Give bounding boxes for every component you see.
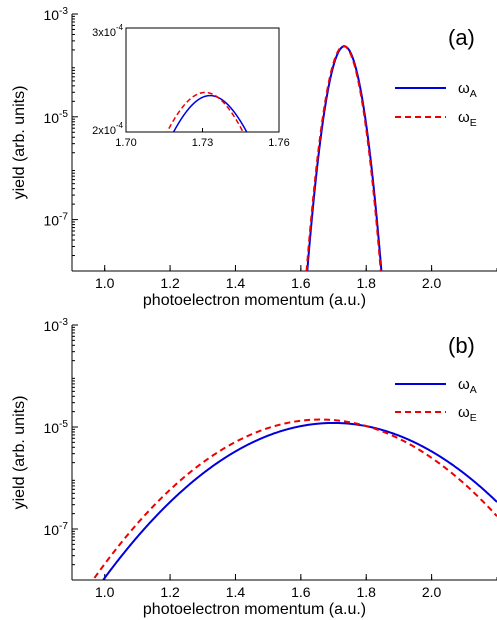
chart-panel-a: 1.0 1.2 1.4 1.6 1.8 2.0 10-3 10-5 10-7 photoelect…	[11, 6, 497, 309]
inset-series-line-e	[166, 91, 244, 132]
x-tick-label: 2.0	[422, 275, 442, 291]
y-tick-label: 10-7	[43, 212, 68, 229]
x-tick-label: 1.2	[160, 584, 180, 600]
series-line-e	[91, 418, 497, 580]
y-tick-label: 10-3	[43, 6, 68, 23]
legend-label-a: ωA	[458, 80, 477, 100]
inset-frame	[125, 27, 280, 133]
y-axis-label: yield (arb. units)	[11, 396, 28, 510]
legend-label-e: ωE	[458, 109, 477, 129]
y-axis-label: yield (arb. units)	[11, 86, 28, 200]
x-tick-label: 1.8	[356, 584, 376, 600]
legend-label-a: ωA	[458, 376, 477, 396]
y-tick-label: 10-5	[43, 419, 68, 436]
x-tick-label: 1.6	[291, 584, 311, 600]
plot-area	[91, 418, 497, 580]
x-tick-label: 1.6	[291, 275, 311, 291]
y-tick-label: 10-7	[43, 521, 68, 538]
x-tick-label: 1.4	[226, 584, 246, 600]
inset-plot-area	[166, 91, 248, 132]
y-tick-label: 10-5	[43, 109, 68, 126]
inset-series-line-a	[172, 94, 248, 132]
inset-y-tick-label: 3x10-4	[92, 23, 123, 39]
x-tick-label: 1.8	[356, 275, 376, 291]
x-axis-label: photoelectron momentum (a.u.)	[143, 292, 366, 309]
legend-label-e: ωE	[458, 404, 477, 424]
x-tick-label: 1.4	[226, 275, 246, 291]
inset-x-tick-label: 1.70	[115, 137, 136, 149]
y-tick-label: 10-3	[43, 317, 68, 334]
x-axis-label: photoelectron momentum (a.u.)	[143, 601, 366, 618]
chart-panel-b: 1.0 1.2 1.4 1.6 1.8 2.0 10-3 10-5 10-7 photoelect…	[11, 317, 497, 618]
panel-label: (b)	[448, 333, 475, 358]
panel-label: (a)	[448, 25, 475, 50]
inset-x-tick-label: 1.73	[192, 137, 213, 149]
inset-plot: 1.70 1.73 1.76 2x10-4 3x10-4	[92, 23, 290, 149]
series-line-a	[101, 421, 497, 580]
inset-x-tick-label: 1.76	[268, 137, 289, 149]
x-tick-label: 1.0	[95, 275, 115, 291]
x-tick-label: 2.0	[422, 584, 442, 600]
x-tick-label: 1.0	[95, 584, 115, 600]
inset-y-tick-label: 2x10-4	[92, 121, 123, 137]
x-tick-label: 1.2	[160, 275, 180, 291]
